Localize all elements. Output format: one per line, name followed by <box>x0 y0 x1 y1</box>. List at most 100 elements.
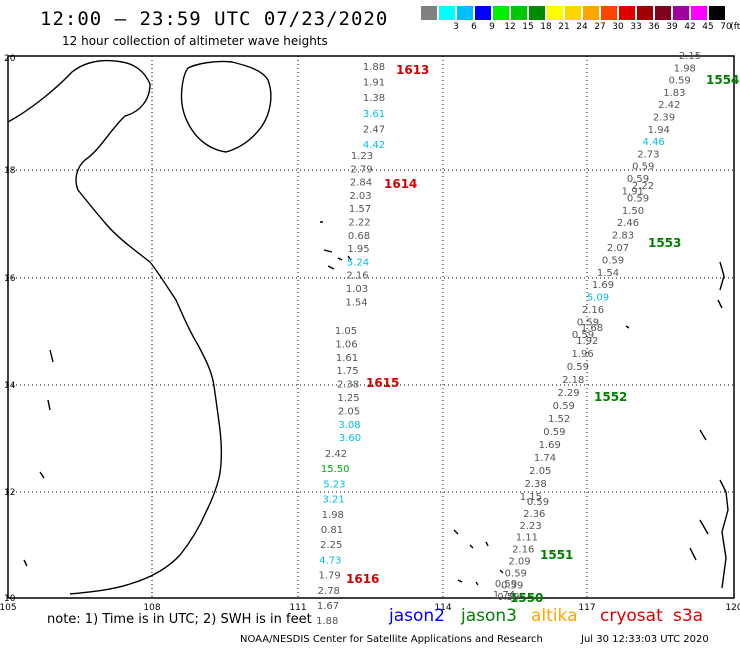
wave-height-value: 2.38 <box>524 479 546 490</box>
track-id-label: 1550 <box>510 591 543 605</box>
scale-label: 21 <box>558 22 570 32</box>
scale-label: 3 <box>453 22 459 32</box>
wave-height-value: 2.84 <box>350 178 372 189</box>
wave-height-value: 2.83 <box>612 231 634 242</box>
wave-height-value: 1.38 <box>363 93 385 104</box>
lon-label: 117 <box>578 603 595 613</box>
axis-labels: 105 108 111 114 117 120 10 12 14 16 18 20 <box>0 54 740 613</box>
scale-label: 42 <box>684 22 696 32</box>
track-id-label: 1553 <box>648 236 681 250</box>
wave-height-value: 2.18 <box>562 375 584 386</box>
lon-label: 111 <box>289 603 306 613</box>
wave-height-value: 0.59 <box>527 497 549 508</box>
lat-label: 16 <box>4 274 16 284</box>
wave-height-value: 2.07 <box>607 243 629 254</box>
track-1615: 1.05 1.06 1.61 1.75 2.38 1.25 2.05 3.08 3.60 1615 <box>335 326 400 444</box>
wave-height-value: 2.38 <box>337 380 359 391</box>
wave-height-value: 2.47 <box>363 124 385 135</box>
wave-height-value: 1.54 <box>345 297 367 308</box>
wave-height-value: 1.98 <box>322 510 344 521</box>
wave-height-value: 1.05 <box>335 326 357 337</box>
wave-height-value: 2.73 <box>637 149 659 160</box>
coastline-vietnam <box>7 59 729 595</box>
wave-height-value: 2.15 <box>679 51 701 62</box>
wave-height-value: 1.75 <box>336 366 358 377</box>
wave-height-value: 2.05 <box>529 466 551 477</box>
scale-swatch <box>601 6 617 20</box>
wave-height-value: 1.23 <box>351 151 373 162</box>
wave-height-value: 1.03 <box>346 284 368 295</box>
scale-swatch <box>673 6 689 20</box>
altimeter-tracks: 1.88 1.91 1.38 3.61 2.47 4.42 1613 1.23 2.79 2.84… <box>316 51 739 627</box>
scale-swatch <box>709 6 725 20</box>
wave-height-value: 2.25 <box>320 540 342 551</box>
legend-altika: altika <box>531 606 578 626</box>
wave-height-value: 1.95 <box>347 244 369 255</box>
map-subtitle: 12 hour collection of altimeter wave hei… <box>62 34 328 48</box>
wave-height-value: 1.94 <box>648 125 670 136</box>
track-id-label: 1616 <box>346 572 379 586</box>
scale-swatch <box>655 6 671 20</box>
wave-height-value: 0.59 <box>572 330 594 341</box>
scale-swatch <box>565 6 581 20</box>
wave-height-value: 5.24 <box>347 257 369 268</box>
wave-height-value: 1.57 <box>349 204 371 215</box>
wave-height-value: 4.42 <box>363 140 385 151</box>
legend-s3a: s3a <box>673 606 704 626</box>
wave-height-value: 1.74 <box>493 590 515 601</box>
track-1616: 2.42 15.50 5.23 3.21 1.98 0.81 2.25 4.73 1.79 2.7… <box>316 449 379 627</box>
wave-height-value: 2.36 <box>523 509 545 520</box>
scale-swatch <box>547 6 563 20</box>
track-1554: 2.151.980.591.832.422.391.944.462.730.59… <box>622 51 740 197</box>
scale-swatch <box>421 6 437 20</box>
wave-height-value: 2.05 <box>338 406 360 417</box>
wave-height-value: 0.59 <box>632 162 654 173</box>
track-id-label: 1551 <box>540 548 573 562</box>
legend-jason3: jason3 <box>461 606 517 626</box>
wave-height-value: 1.98 <box>674 63 696 74</box>
wave-height-value: 1.68 <box>581 323 603 334</box>
coastline-philippines <box>689 261 729 589</box>
map-frame <box>7 55 735 599</box>
wave-height-value: 2.09 <box>508 557 530 568</box>
wave-height-value: 2.16 <box>582 305 604 316</box>
wave-height-value: 3.60 <box>339 433 361 444</box>
legend-jason2: jason2 <box>389 606 445 626</box>
scale-label: 15 <box>522 22 534 32</box>
wave-height-value: 2.79 <box>350 164 372 175</box>
scale-label: 9 <box>489 22 495 32</box>
scale-label: 12 <box>504 22 516 32</box>
wave-height-value: 5.09 <box>587 293 609 304</box>
wave-height-value: 1.25 <box>337 393 359 404</box>
wave-height-value: 1.91 <box>363 78 385 89</box>
footer-note: note: 1) Time is in UTC; 2) SWH is in fe… <box>47 612 312 627</box>
wave-height-value: 0.59 <box>627 193 649 204</box>
map-title: 12:00 – 23:59 UTC 07/23/2020 <box>40 8 389 30</box>
wave-height-value: 15.50 <box>321 464 350 475</box>
track-1614: 1.23 2.79 2.84 2.03 1.57 2.22 0.68 1.95 5.24 2.16… <box>345 151 417 308</box>
track-id-label: 1615 <box>366 376 399 390</box>
wave-height-value: 1.91 <box>622 186 644 197</box>
scale-label: 27 <box>594 22 606 32</box>
coastline-hainan <box>180 60 272 153</box>
lat-label: 12 <box>4 488 15 498</box>
track-1552: 1.68 1.92 1.96 0.59 2.18 2.29 0.59 1.52 0.59 1.69… <box>520 323 628 503</box>
coastline-paracel-islands <box>320 221 352 270</box>
track-id-label: 1613 <box>396 63 429 77</box>
scale-swatch <box>583 6 599 20</box>
lat-label: 14 <box>4 381 16 391</box>
wave-height-value: 4.46 <box>642 137 664 148</box>
scale-swatch <box>691 6 707 20</box>
coastline-mainland <box>7 59 223 595</box>
wave-height-value: 4.73 <box>319 555 341 566</box>
track-id-label: 1614 <box>384 177 417 191</box>
wave-height-value: 1.54 <box>597 268 619 279</box>
wave-height-value: 0.59 <box>505 568 527 579</box>
wave-height-value: 2.22 <box>348 218 370 229</box>
wave-height-value: 0.59 <box>497 592 519 603</box>
track-id-label: 1554 <box>706 73 739 87</box>
wave-height-value: 1.52 <box>548 414 570 425</box>
scale-label: 33 <box>630 22 642 32</box>
